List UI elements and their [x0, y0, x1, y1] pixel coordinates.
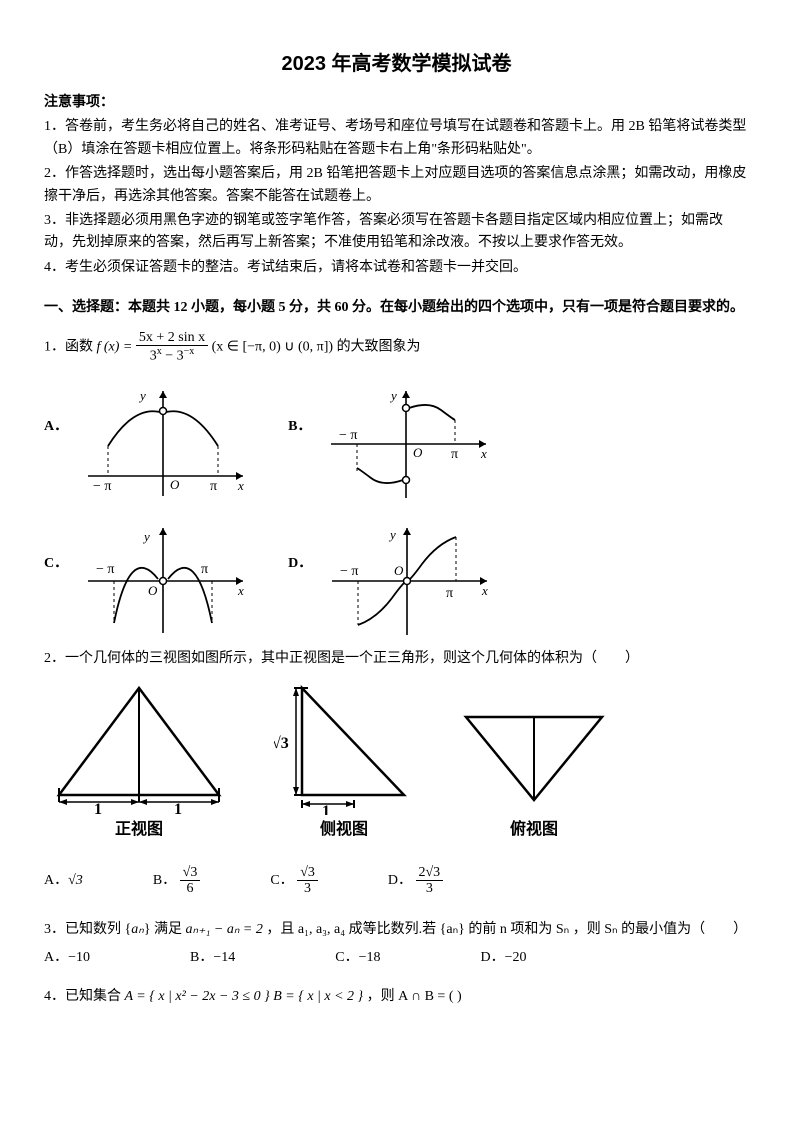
svg-text:π: π: [201, 562, 208, 577]
q3-opt-d: D．−20: [480, 947, 526, 969]
notice-line: 3．非选择题必须用黑色字迹的钢笔或签字笔作答，答案必须写在答题卡各题目指定区域内…: [44, 210, 749, 255]
front-view-label: 正视图: [44, 817, 234, 843]
question-2: 2．一个几何体的三视图如图所示，其中正视图是一个正三角形，则这个几何体的体积为（…: [44, 648, 749, 670]
q2-opt-b: B． √36: [153, 865, 201, 897]
notice-line: 2．作答选择题时，选出每小题答案后，用 2B 铅笔把答题卡上对应题目选项的答案信…: [44, 163, 749, 208]
opt-label: C．: [44, 553, 68, 575]
q1-opt-b: B． y x O − π π: [288, 386, 491, 501]
svg-text:O: O: [148, 583, 158, 598]
question-3: 3．已知数列 {aₙ} 满足 aₙ₊₁ − aₙ = 2 ，且 a₁, a₃, …: [44, 919, 749, 941]
svg-text:− π: − π: [96, 562, 114, 577]
svg-text:− π: − π: [93, 479, 111, 494]
q2-options: A．√3 B． √36 C． √33 D． 2√33: [44, 865, 749, 897]
question-1: 1．函数 f (x) = 5x + 2 sin x 3x − 3−x (x ∈ …: [44, 330, 749, 364]
q1-f: f (x) =: [97, 339, 136, 354]
notice-block: 注意事项： 1．答卷前，考生务必将自己的姓名、准考证号、考场号和座位号填写在试题…: [44, 92, 749, 279]
q3-opt-a: A．−10: [44, 947, 90, 969]
svg-text:π: π: [446, 586, 453, 601]
svg-text:− π: − π: [340, 564, 358, 579]
svg-text:√3: √3: [274, 735, 289, 752]
graph-c-icon: y x O − π π: [78, 523, 248, 638]
side-view-label: 侧视图: [274, 817, 414, 843]
svg-text:y: y: [142, 529, 150, 544]
q1-suffix: 的大致图象为: [337, 339, 421, 354]
q2-opt-c: C． √33: [270, 865, 318, 897]
opt-label: D．: [288, 553, 312, 575]
q2-views: 1 1 正视图 √3 1 侧视图 俯视图: [44, 680, 749, 843]
side-view-icon: √3 1: [274, 680, 414, 815]
svg-text:y: y: [388, 527, 396, 542]
q1-opt-c: C． y x O − π π: [44, 523, 248, 638]
svg-text:x: x: [481, 583, 488, 598]
q2-opt-d: D． 2√33: [388, 865, 443, 897]
front-view: 1 1 正视图: [44, 680, 234, 843]
q1-denominator: 3x − 3−x: [136, 346, 208, 364]
svg-text:y: y: [138, 388, 146, 403]
notice-head: 注意事项：: [44, 95, 114, 110]
page-title: 2023 年高考数学模拟试卷: [44, 48, 749, 80]
svg-text:O: O: [170, 477, 180, 492]
opt-label: B．: [288, 416, 311, 438]
svg-text:x: x: [237, 583, 244, 598]
q1-domain: (x ∈ [−π, 0) ∪ (0, π]): [212, 339, 337, 354]
q3-options: A．−10 B．−14 C．−18 D．−20: [44, 947, 749, 969]
q1-opt-d: D． y x O − π π: [288, 523, 492, 638]
svg-text:O: O: [413, 445, 423, 460]
top-view-label: 俯视图: [454, 817, 614, 843]
svg-text:π: π: [451, 447, 458, 462]
svg-text:π: π: [210, 479, 217, 494]
q2-opt-a: A．√3: [44, 870, 83, 892]
svg-text:1: 1: [174, 801, 182, 815]
q1-options-row1: A． y x O − π π B． y x O − π: [44, 386, 749, 501]
svg-text:− π: − π: [339, 428, 357, 443]
svg-text:1: 1: [94, 801, 102, 815]
q1-numerator: 5x + 2 sin x: [136, 330, 208, 346]
q3-opt-c: C．−18: [335, 947, 380, 969]
q1-prefix: 1．函数: [44, 339, 97, 354]
q1-fraction: 5x + 2 sin x 3x − 3−x: [136, 330, 208, 364]
svg-text:x: x: [237, 478, 244, 493]
top-view-icon: [454, 705, 614, 815]
q1-options-row2: C． y x O − π π D． y x O − π: [44, 523, 749, 638]
graph-d-icon: y x O − π π: [322, 523, 492, 638]
section-1-head: 一、选择题：本题共 12 小题，每小题 5 分，共 60 分。在每小题给出的四个…: [44, 297, 749, 319]
svg-text:x: x: [480, 446, 487, 461]
svg-text:O: O: [394, 563, 404, 578]
q1-opt-a: A． y x O − π π: [44, 386, 248, 501]
notice-line: 1．答卷前，考生务必将自己的姓名、准考证号、考场号和座位号填写在试题卷和答题卡上…: [44, 116, 749, 161]
graph-a-icon: y x O − π π: [78, 386, 248, 501]
opt-label: A．: [44, 416, 68, 438]
front-view-icon: 1 1: [44, 680, 234, 815]
graph-b-icon: y x O − π π: [321, 386, 491, 501]
side-view: √3 1 侧视图: [274, 680, 414, 843]
notice-line: 4．考生必须保证答题卡的整洁。考试结束后，请将本试卷和答题卡一并交回。: [44, 257, 749, 279]
svg-text:y: y: [389, 388, 397, 403]
question-4: 4．已知集合 A = { x | x² − 2x − 3 ≤ 0 } B = {…: [44, 986, 749, 1008]
top-view: 俯视图: [454, 705, 614, 843]
q3-opt-b: B．−14: [190, 947, 235, 969]
svg-text:1: 1: [322, 803, 330, 815]
